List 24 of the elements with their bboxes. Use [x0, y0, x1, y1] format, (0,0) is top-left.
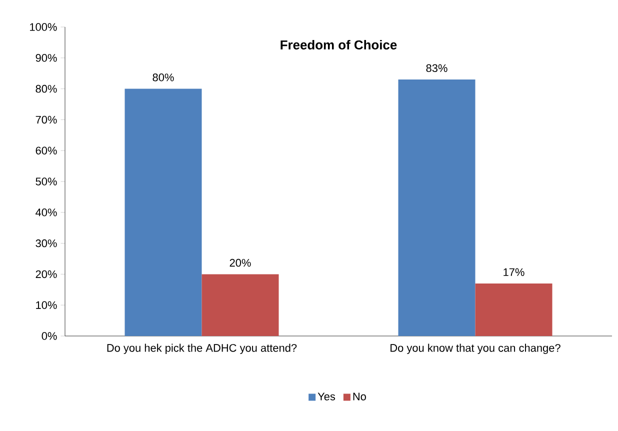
y-tick-label: 70%: [36, 116, 57, 124]
bar: [475, 283, 552, 336]
data-label: 83%: [426, 64, 448, 72]
y-tick-label: 10%: [36, 301, 57, 309]
y-tick-label: 50%: [36, 178, 57, 186]
bar: [124, 88, 202, 336]
y-tick-label: 0%: [42, 332, 57, 340]
y-tick-label: 40%: [36, 208, 57, 216]
x-tick-label: Do you know that you can change?: [390, 344, 560, 354]
y-tick-label: 80%: [36, 84, 57, 93]
y-tick-label: 20%: [36, 270, 57, 278]
x-tick-label: Do you hek pick the ADHC you attend?: [107, 344, 297, 354]
y-tick-label: 30%: [36, 239, 57, 248]
bar: [398, 80, 476, 336]
data-label: 17%: [504, 268, 524, 276]
legend-label: No: [353, 392, 366, 400]
y-tick-label: 90%: [36, 54, 57, 62]
legend-label: Yes: [318, 392, 336, 400]
y-tick-label: 100%: [30, 23, 57, 31]
y-tick-label: 60%: [36, 146, 57, 154]
data-label: 20%: [230, 258, 251, 267]
text: Freedom of Choice: [280, 40, 397, 50]
bar: [202, 274, 279, 336]
data-label: 80%: [152, 74, 174, 82]
